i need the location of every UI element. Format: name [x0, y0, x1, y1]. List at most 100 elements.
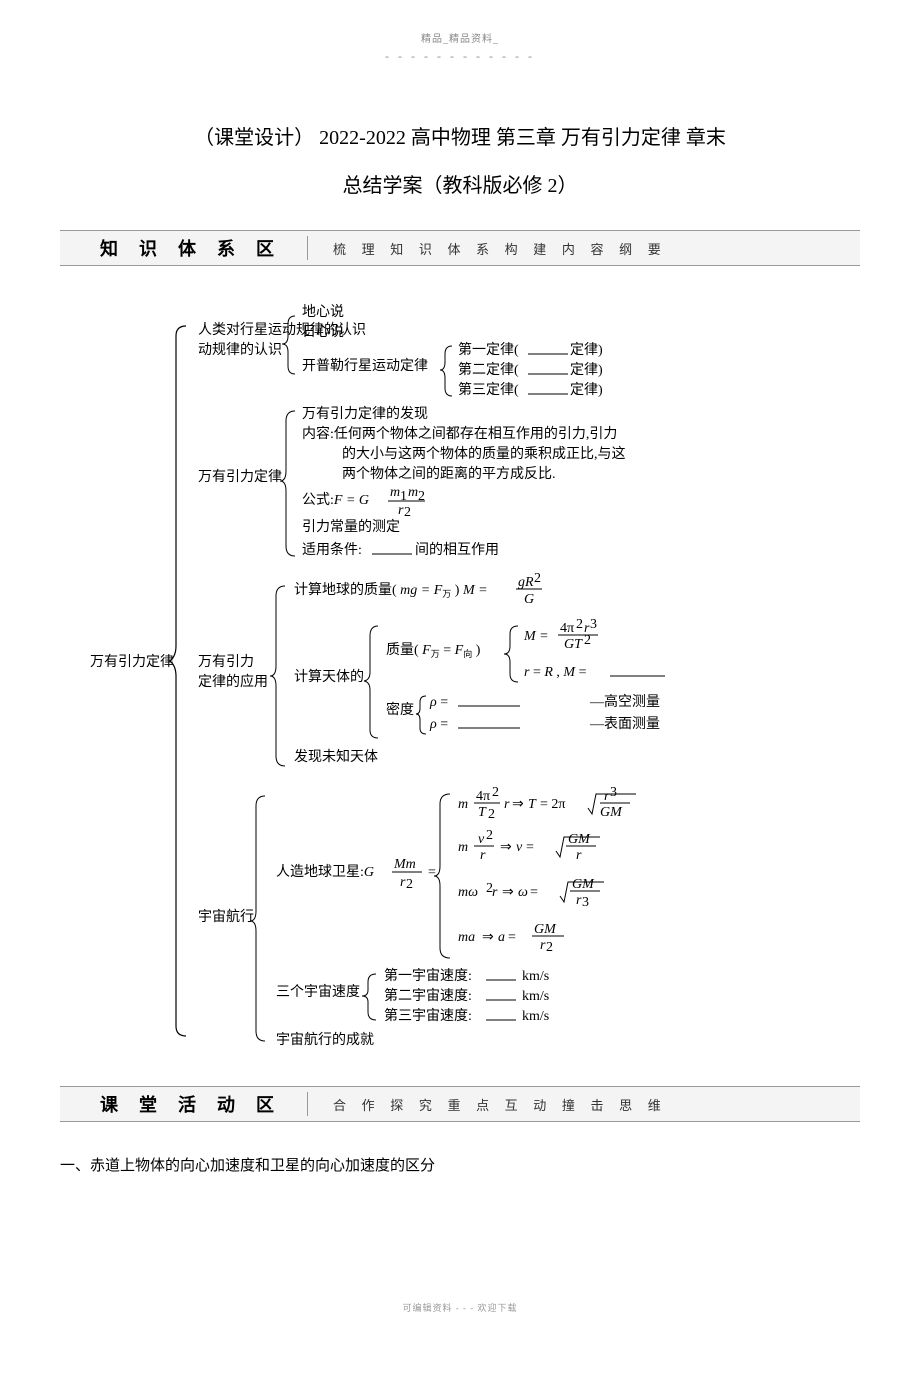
svg-text:定律): 定律): [570, 342, 603, 358]
svg-text:r: r: [576, 848, 582, 863]
svg-text:GM: GM: [568, 832, 591, 847]
svg-text:2: 2: [546, 940, 553, 955]
svg-text:人造地球卫星:G: 人造地球卫星:G: [276, 864, 374, 880]
section-bar-activity: 课 堂 活 动 区 合 作 探 究 重 点 互 动 撞 击 思 维: [60, 1086, 860, 1122]
section1-right: 梳 理 知 识 体 系 构 建 内 容 纲 要: [333, 239, 667, 258]
svg-text:GT: GT: [564, 637, 583, 652]
svg-text:⇒: ⇒: [482, 930, 494, 945]
svg-text:间的相互作用: 间的相互作用: [415, 542, 499, 558]
svg-text:第三定律(: 第三定律(: [458, 381, 519, 398]
svg-text:= 2π: = 2π: [540, 797, 565, 812]
section2-divider: [307, 1092, 308, 1116]
svg-text:v: v: [516, 840, 523, 855]
section2-left: 课 堂 活 动 区: [60, 1091, 282, 1117]
svg-text:GM: GM: [534, 922, 557, 937]
svg-text:宇宙航行的成就: 宇宙航行的成就: [276, 1032, 374, 1048]
footer-meta: 可编辑资料 - - - 欢迎下载: [60, 1301, 860, 1314]
svg-text:—表面测量: —表面测量: [589, 716, 660, 732]
section1-left: 知 识 体 系 区: [60, 235, 282, 261]
svg-text:r: r: [504, 797, 510, 812]
svg-text:km/s: km/s: [522, 1009, 549, 1024]
svg-text:r: r: [492, 885, 498, 900]
svg-text:第一定律(: 第一定律(: [458, 341, 519, 358]
svg-text:计算天体的: 计算天体的: [294, 669, 364, 685]
concept-tree-svg: text { font-family: "SimSun", serif; fon…: [90, 296, 830, 1056]
svg-text:2: 2: [406, 877, 413, 892]
svg-text:r: r: [480, 848, 486, 863]
svg-text:引力常量的测定: 引力常量的测定: [302, 519, 400, 535]
svg-text:T: T: [528, 797, 537, 812]
svg-text:日心说: 日心说: [302, 324, 344, 340]
svg-text:开普勒行星运动定律: 开普勒行星运动定律: [302, 358, 428, 374]
svg-text:m: m: [458, 840, 468, 855]
svg-text:4π: 4π: [560, 621, 574, 636]
svg-text:计算地球的质量( mg = F万 ) M =: 计算地球的质量( mg = F万 ) M =: [294, 582, 488, 599]
svg-text:3: 3: [590, 617, 597, 632]
svg-text:ω: ω: [518, 885, 528, 900]
svg-text:第二定律(: 第二定律(: [458, 361, 519, 378]
title-line-1: （课堂设计） 2022-2022 高中物理 第三章 万有引力定律 章末: [60, 114, 860, 162]
svg-text:a: a: [498, 930, 505, 945]
svg-text:=: =: [428, 865, 436, 880]
svg-text:宇宙航行: 宇宙航行: [198, 909, 254, 925]
svg-text:质量( F万 = F向 ): 质量( F万 = F向 ): [386, 642, 481, 659]
svg-text:⇒: ⇒: [502, 885, 514, 900]
svg-text:v: v: [478, 832, 485, 847]
svg-text:—高空测量: —高空测量: [589, 693, 660, 710]
svg-text:m: m: [390, 485, 400, 500]
svg-text:r = R , M =: r = R , M =: [524, 665, 587, 680]
svg-text:万有引力定律的发现: 万有引力定律的发现: [302, 406, 428, 422]
svg-text:万有引力: 万有引力: [198, 654, 254, 670]
svg-text:4π: 4π: [476, 789, 490, 804]
svg-text:m: m: [408, 485, 418, 500]
svg-text:两个物体之间的距离的平方成反比.: 两个物体之间的距离的平方成反比.: [342, 465, 556, 482]
svg-text:2: 2: [492, 785, 499, 800]
svg-text:1: 1: [400, 489, 407, 504]
svg-text:=: =: [508, 930, 516, 945]
svg-text:的大小与这两个物体的质量的乘积成正比,与这: 的大小与这两个物体的质量的乘积成正比,与这: [342, 445, 626, 462]
document-title: （课堂设计） 2022-2022 高中物理 第三章 万有引力定律 章末 总结学案…: [60, 114, 860, 210]
svg-text:ma: ma: [458, 930, 475, 945]
svg-text:ρ =: ρ =: [429, 717, 448, 732]
svg-text:发现未知天体: 发现未知天体: [294, 748, 378, 765]
svg-text:地心说: 地心说: [302, 304, 344, 320]
page: 精品_精品资料_ - - - - - - - - - - - - （课堂设计） …: [0, 0, 920, 1374]
svg-text:适用条件:: 适用条件:: [302, 541, 362, 558]
svg-text:定律的应用: 定律的应用: [198, 673, 268, 690]
svg-text:第三宇宙速度:: 第三宇宙速度:: [384, 1007, 472, 1024]
svg-text:定律): 定律): [570, 382, 603, 398]
svg-text:2: 2: [534, 571, 541, 586]
svg-text:Mm: Mm: [393, 857, 416, 872]
svg-text:公式:F = G: 公式:F = G: [302, 492, 369, 508]
section-bar-knowledge: 知 识 体 系 区 梳 理 知 识 体 系 构 建 内 容 纲 要: [60, 230, 860, 266]
svg-text:m: m: [458, 797, 468, 812]
svg-text:内容:任何两个物体之间都存在相互作用的引力,引力: 内容:任何两个物体之间都存在相互作用的引力,引力: [302, 425, 617, 442]
svg-text:密度: 密度: [386, 701, 414, 718]
svg-text:2: 2: [488, 807, 495, 822]
svg-text:第一宇宙速度:: 第一宇宙速度:: [384, 967, 472, 984]
section1-divider: [307, 236, 308, 260]
svg-text:⇒: ⇒: [500, 840, 512, 855]
body-paragraph-1: 一、赤道上物体的向心加速度和卫星的向心加速度的区分: [60, 1152, 860, 1181]
top-meta-text: 精品_精品资料_: [60, 30, 860, 45]
svg-text:M =: M =: [523, 629, 549, 644]
svg-text:ρ =: ρ =: [429, 695, 448, 710]
svg-text:万有引力定律: 万有引力定律: [198, 469, 282, 485]
svg-text:2: 2: [486, 828, 493, 843]
svg-text:=: =: [530, 885, 538, 900]
svg-text:km/s: km/s: [522, 989, 549, 1004]
svg-text:⇒: ⇒: [512, 797, 524, 812]
svg-text:T: T: [478, 805, 487, 820]
title-line-2: 总结学案（教科版必修 2）: [60, 162, 860, 210]
svg-text:2: 2: [584, 633, 591, 648]
svg-text:3: 3: [610, 785, 617, 800]
svg-text:mω: mω: [458, 885, 478, 900]
svg-text:第二宇宙速度:: 第二宇宙速度:: [384, 987, 472, 1004]
concept-tree: text { font-family: "SimSun", serif; fon…: [60, 296, 860, 1056]
svg-text:=: =: [526, 840, 534, 855]
svg-text:2: 2: [404, 505, 411, 520]
svg-text:km/s: km/s: [522, 969, 549, 984]
svg-text:GM: GM: [572, 877, 595, 892]
svg-text:3: 3: [582, 895, 589, 910]
svg-text:gR: gR: [518, 575, 534, 590]
